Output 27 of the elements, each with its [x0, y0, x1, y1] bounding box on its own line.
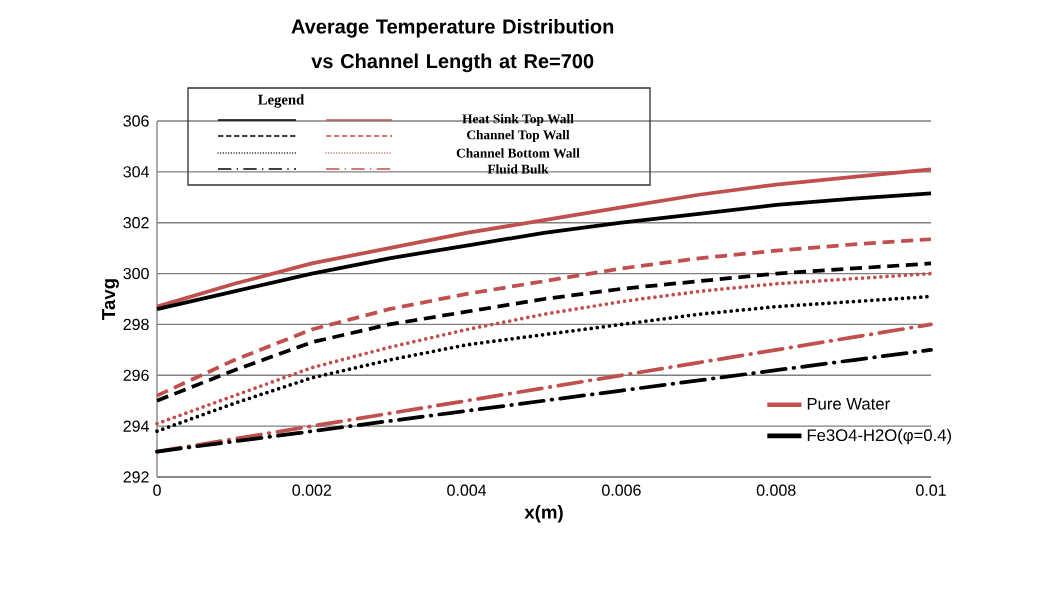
y-tick-label: 296: [123, 369, 149, 381]
x-tick-label: 0.008: [756, 484, 796, 496]
legend-label: Pure Water: [807, 398, 890, 410]
y-tick-label: 304: [123, 166, 149, 178]
y-axis-title: Tavg: [102, 279, 119, 320]
chart-title: Average Temperature Distribution vs Channel Length at Re=700: [291, 18, 614, 73]
y-tick-label: 294: [123, 420, 149, 432]
line-series: [155, 237, 933, 398]
x-tick-label: 0.004: [447, 484, 487, 496]
line-series: [155, 191, 933, 312]
legend-label: Fe3O4-H2O(φ=0.4): [807, 428, 951, 445]
y-tick-label: 302: [123, 217, 149, 229]
annotation: Fluid Bulk: [487, 164, 549, 174]
annotation: Heat Sink Top Wall: [462, 113, 574, 127]
y-tick-label: 300: [123, 267, 149, 280]
x-tick-label: 0.006: [602, 484, 641, 496]
text: Legend: [258, 94, 305, 108]
line-series: [155, 271, 933, 426]
x-tick-label: 0.01: [916, 484, 946, 496]
y-tick-label: 292: [123, 471, 149, 483]
y-tick-label: 306: [123, 115, 149, 127]
annotation: Channel Bottom Wall: [456, 148, 580, 158]
x-tick-label: 0: [153, 484, 161, 496]
annotation: Channel Top Wall: [467, 129, 570, 143]
x-tick-label: 0.002: [292, 484, 332, 496]
x-axis-title: x(m): [524, 505, 563, 523]
y-tick-label: 298: [123, 318, 149, 331]
